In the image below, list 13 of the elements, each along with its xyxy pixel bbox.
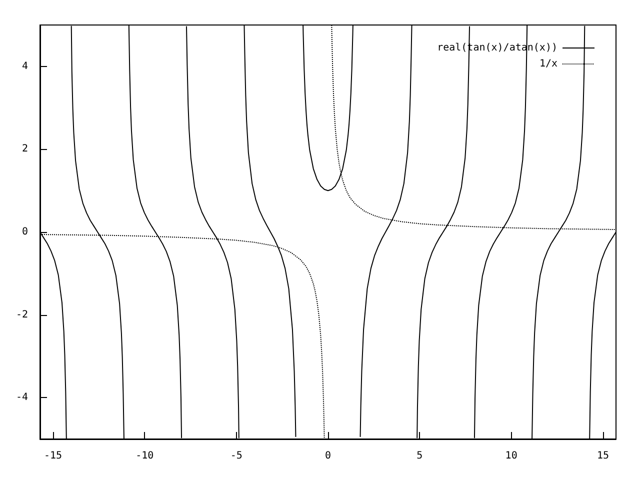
y-tick-label: 0 — [22, 226, 28, 238]
x-tick-label: -5 — [230, 450, 242, 462]
x-tick-label: -10 — [136, 450, 154, 462]
y-tick-label: -2 — [16, 309, 28, 320]
x-tick-label: 10 — [505, 450, 518, 462]
x-tick-label: 15 — [596, 450, 610, 462]
x-tick-label: 5 — [416, 450, 423, 462]
y-tick-label: -4 — [16, 392, 28, 404]
y-tick-label: 2 — [22, 144, 28, 155]
legend-label: 1/x — [539, 58, 558, 70]
x-tick-label: -15 — [44, 450, 62, 462]
x-tick-label: 0 — [324, 450, 332, 462]
y-tick-label: 4 — [22, 60, 28, 72]
